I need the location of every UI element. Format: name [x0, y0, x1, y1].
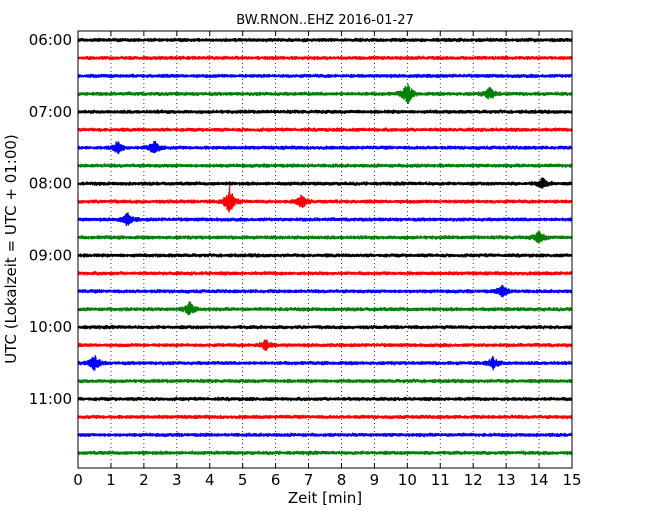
seismogram-trace — [77, 55, 573, 61]
y-tick-label: 11:00 — [29, 390, 72, 408]
x-tick-label: 9 — [370, 471, 380, 489]
x-tick-label: 8 — [337, 471, 347, 489]
x-tick-label: 12 — [464, 471, 483, 489]
seismogram-trace — [77, 339, 573, 351]
seismogram-trace — [77, 83, 573, 104]
seismogram-trace — [77, 414, 573, 420]
seismogram-trace — [77, 301, 573, 316]
seismogram-trace — [77, 378, 573, 384]
x-tick-label: 5 — [238, 471, 248, 489]
seismogram-trace — [77, 271, 573, 276]
x-tick-label: 4 — [205, 471, 215, 489]
plot-frame — [77, 30, 573, 469]
axis-ticks: 0 1 2 3 4 5 6 7 8 9 10 11 12 13 14 1506:0007:0008:0009:… — [29, 31, 582, 489]
seismogram-trace — [77, 450, 573, 456]
x-tick-label: 10 — [398, 471, 417, 489]
y-tick-label: 07:00 — [29, 103, 72, 121]
seismogram-trace — [77, 396, 573, 402]
x-axis-label: Zeit [min] — [288, 489, 362, 507]
seismogram-trace — [77, 73, 573, 79]
seismogram-trace — [77, 253, 573, 258]
y-tick-label: 09:00 — [29, 246, 72, 264]
x-tick-label: 3 — [172, 471, 182, 489]
x-tick-label: 15 — [562, 471, 581, 489]
seismogram-traces — [77, 37, 573, 456]
x-tick-label: 1 — [106, 471, 116, 489]
seismogram-trace — [77, 163, 573, 168]
chart-title: BW.RNON..EHZ 2016-01-27 — [236, 13, 414, 28]
x-tick-label: 13 — [497, 471, 516, 489]
seismogram-trace — [77, 230, 573, 244]
seismogram-trace — [77, 140, 573, 154]
y-axis-label: UTC (Lokalzeit = UTC + 01:00) — [2, 134, 20, 364]
grid-lines — [110, 31, 540, 468]
seismogram-trace — [77, 127, 573, 133]
seismogram-trace — [77, 37, 573, 43]
seismogram-trace — [77, 355, 573, 371]
y-tick-label: 06:00 — [29, 31, 72, 49]
y-tick-label: 08:00 — [29, 175, 72, 193]
seismogram-trace — [77, 177, 573, 189]
x-tick-label: 0 — [73, 471, 83, 489]
x-tick-label: 7 — [304, 471, 314, 489]
x-tick-label: 2 — [139, 471, 149, 489]
y-tick-label: 10:00 — [29, 318, 72, 336]
x-tick-label: 14 — [530, 471, 549, 489]
x-tick-label: 6 — [271, 471, 281, 489]
seismogram-trace — [77, 324, 573, 330]
x-tick-label: 11 — [431, 471, 450, 489]
seismogram-trace — [77, 284, 573, 298]
seismogram-trace — [77, 186, 573, 213]
seismogram-trace — [77, 212, 573, 227]
seismogram-trace — [77, 432, 573, 438]
seismogram-trace — [77, 109, 573, 115]
